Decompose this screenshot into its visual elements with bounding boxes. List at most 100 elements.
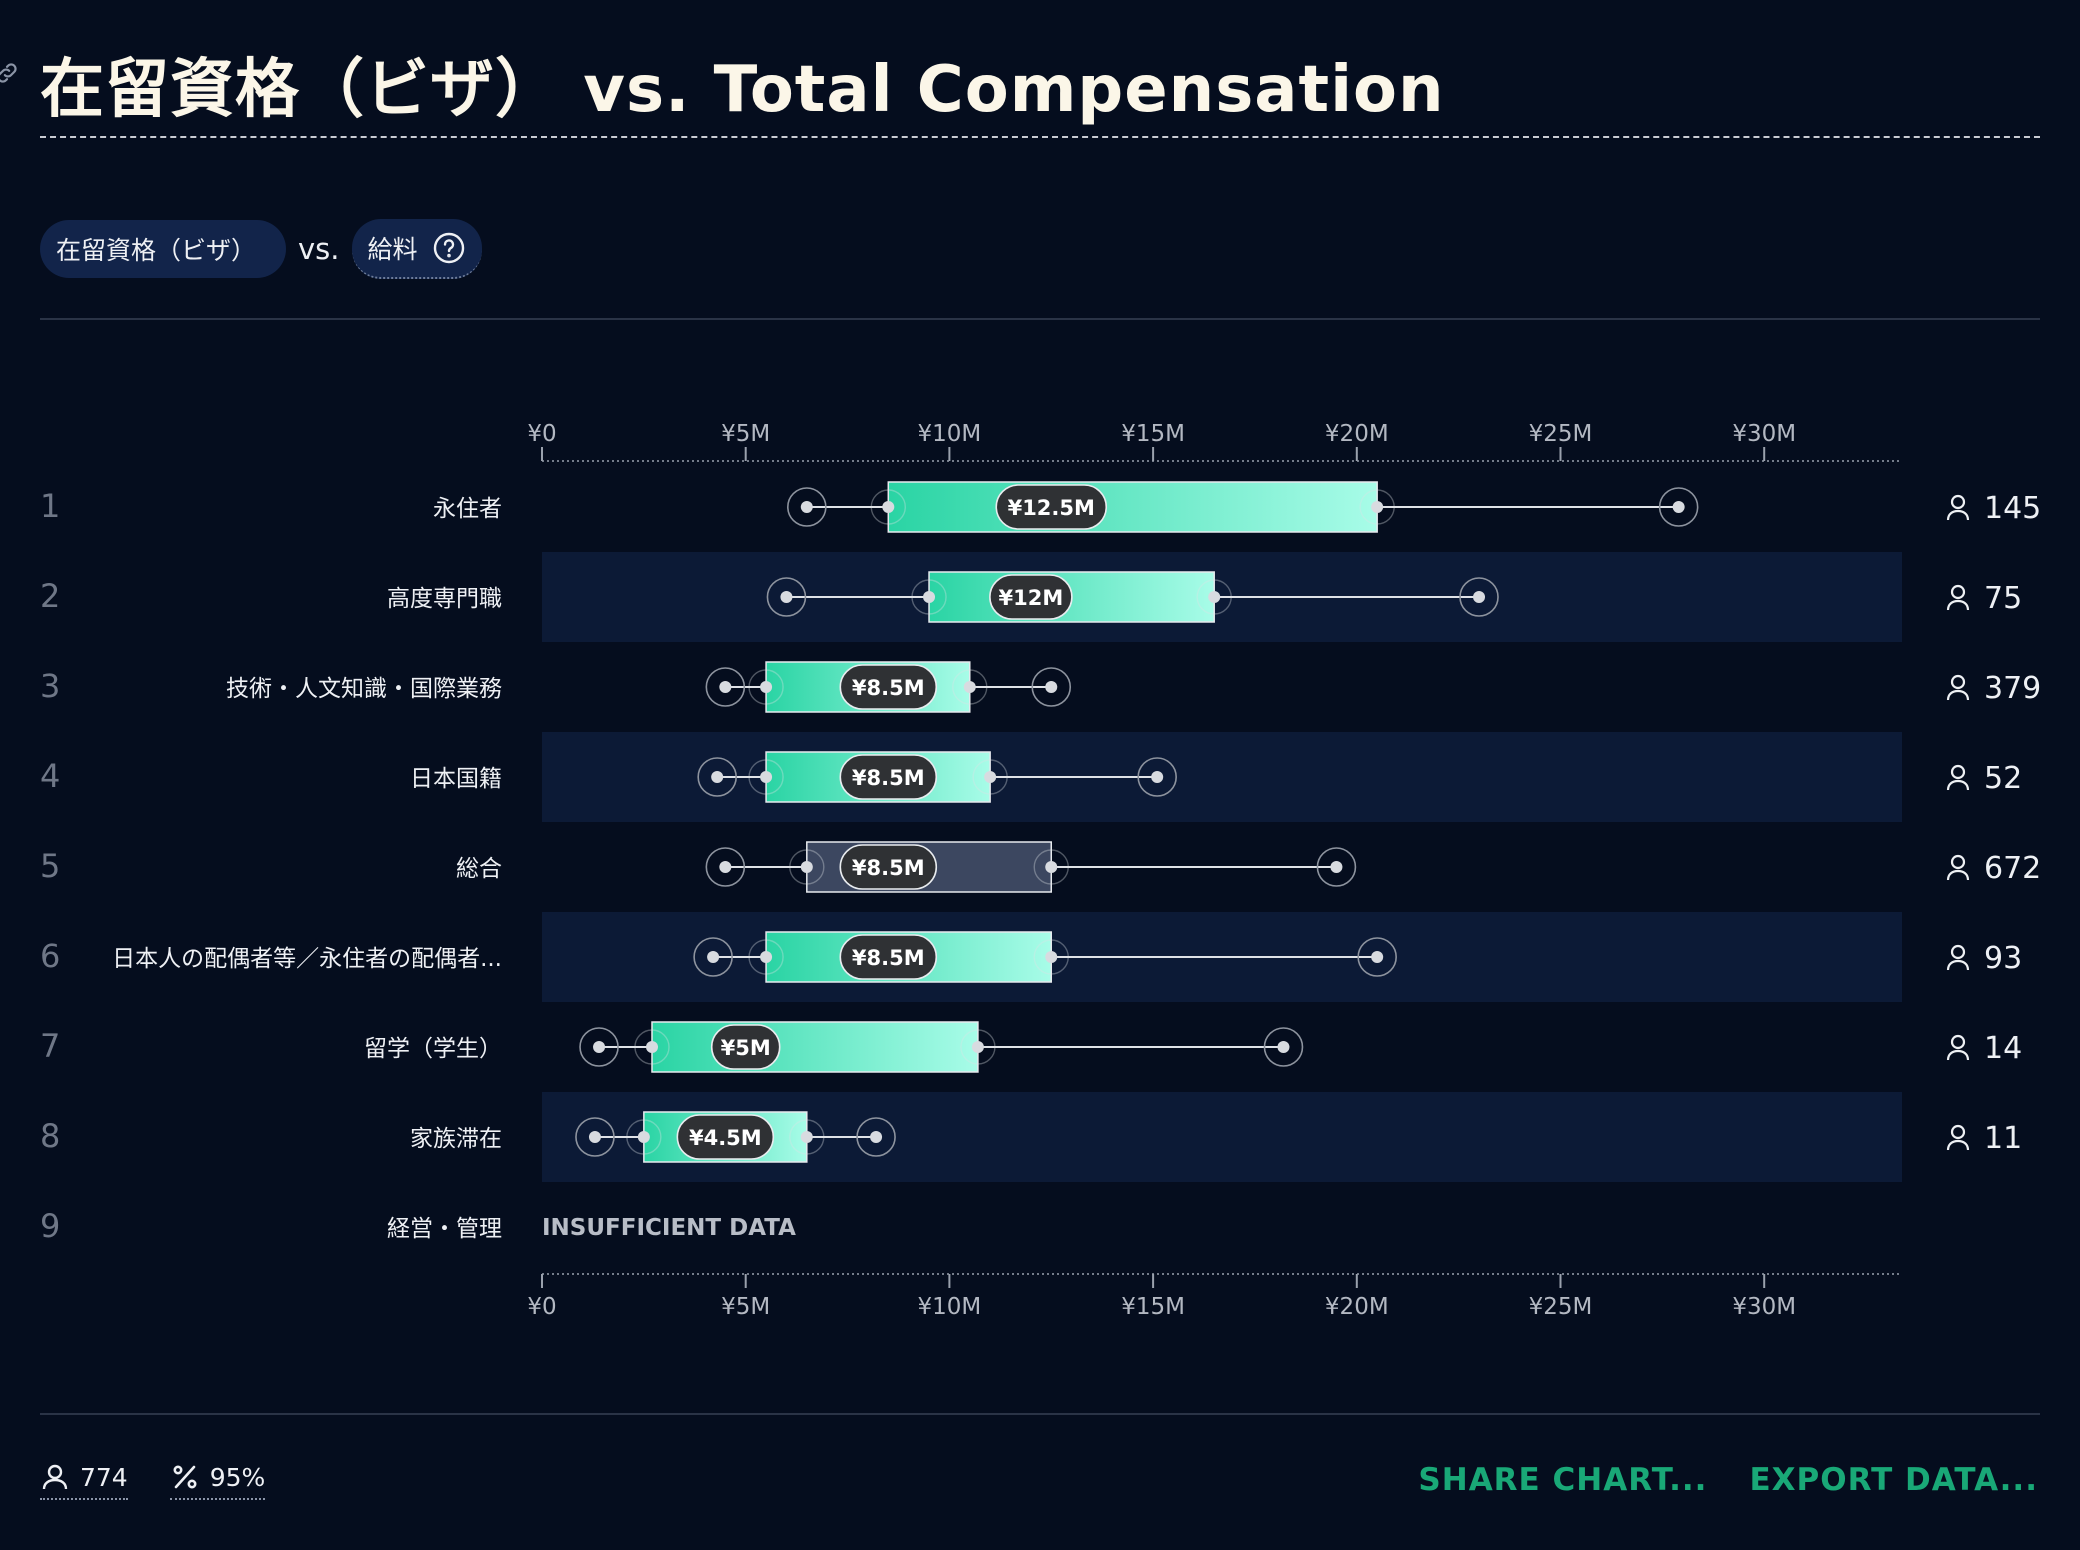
median-pill — [839, 664, 938, 710]
q1-ring — [634, 1029, 670, 1065]
row-rank: 6 — [40, 937, 60, 975]
min-dot — [593, 1041, 606, 1053]
max-dot — [1330, 861, 1343, 873]
min-ring — [787, 487, 827, 527]
max-dot — [1277, 1041, 1290, 1053]
median-label: ¥5M — [721, 1036, 771, 1060]
chart-row: 2 高度専門職 ¥12M 75 — [40, 571, 2022, 623]
row-count: 11 — [1984, 1121, 2022, 1156]
axis-tick-label: ¥5M — [721, 1294, 770, 1320]
axis-tick-label: ¥0 — [527, 421, 556, 447]
export-data-button[interactable]: EXPORT DATA... — [1749, 1462, 2038, 1498]
row-label: 経営・管理 — [387, 1216, 502, 1242]
axis-tick-label: ¥5M — [721, 421, 770, 447]
axis-tick-label: ¥20M — [1325, 1294, 1389, 1320]
person-icon-head — [1950, 494, 1966, 510]
q3-ring — [789, 1119, 825, 1155]
q1-dot — [760, 771, 773, 783]
chart-row: 5 総合 ¥8.5M 672 — [40, 841, 2041, 893]
q3-ring — [960, 1029, 996, 1065]
row-label: 高度専門職 — [387, 586, 502, 612]
q3-dot — [971, 1041, 984, 1053]
confidence-stat[interactable]: 95% — [169, 1462, 266, 1500]
axis-tick-label: ¥30M — [1732, 421, 1796, 447]
respondent-count-stat[interactable]: 774 — [40, 1462, 128, 1500]
footer-stats: 774 95% — [40, 1462, 266, 1500]
link-icon[interactable] — [0, 60, 20, 86]
q1-dot — [800, 861, 813, 873]
q3-dot — [800, 1131, 813, 1143]
person-icon-head — [1950, 1034, 1966, 1050]
median-label: ¥12.5M — [1008, 496, 1095, 520]
q1-dot — [645, 1041, 658, 1053]
row-rank: 3 — [40, 667, 60, 705]
max-ring — [1137, 757, 1177, 797]
median-pill — [995, 484, 1108, 530]
min-ring — [705, 847, 746, 887]
axis-tick-label: ¥10M — [918, 1294, 982, 1320]
median-pill — [839, 754, 938, 800]
chart-row: 4 日本国籍 ¥8.5M 52 — [40, 751, 2022, 803]
max-ring — [856, 1117, 896, 1157]
min-dot — [780, 591, 793, 603]
median-label: ¥8.5M — [852, 676, 925, 700]
q1-ring — [626, 1119, 662, 1155]
row-label: 日本人の配偶者等／永住者の配偶者... — [112, 946, 502, 972]
q3-dot — [1208, 591, 1221, 603]
chart-row: 1 永住者 ¥12.5M 145 — [40, 481, 2041, 533]
help-circle-icon[interactable] — [432, 231, 466, 265]
q1-dot — [637, 1131, 650, 1143]
row-label: 留学（学生） — [364, 1036, 502, 1062]
q1-dot — [923, 591, 936, 603]
max-dot — [1045, 681, 1058, 693]
chart-row: 6 日本人の配偶者等／永住者の配偶者... ¥8.5M 93 — [40, 931, 2022, 983]
median-pill — [710, 1024, 781, 1070]
max-ring — [1357, 937, 1397, 977]
visa-filter-chip[interactable]: 在留資格（ビザ） — [40, 220, 287, 278]
q3-dot — [963, 681, 976, 693]
q3-dot — [1045, 861, 1058, 873]
min-ring — [575, 1117, 615, 1157]
person-icon — [1946, 944, 1970, 971]
person-icon — [1946, 494, 1970, 521]
confidence-value: 95% — [209, 1462, 266, 1492]
min-dot — [588, 1131, 601, 1143]
person-icon-body — [1946, 959, 1970, 971]
median-label: ¥8.5M — [852, 766, 925, 790]
person-icon-body — [1946, 779, 1970, 791]
q1-ring — [748, 669, 784, 705]
section-divider-bottom — [40, 1413, 2040, 1415]
row-label: 永住者 — [433, 496, 502, 522]
row-count: 14 — [1984, 1031, 2022, 1066]
share-chart-button[interactable]: SHARE CHART... — [1418, 1462, 1708, 1498]
median-pill — [989, 574, 1073, 620]
person-icon-head — [1950, 764, 1966, 780]
vs-label: vs. — [298, 232, 340, 266]
iqr-box — [887, 481, 1378, 533]
person-icon — [1946, 1034, 1970, 1061]
axis-tick-label: ¥30M — [1732, 1294, 1796, 1320]
min-ring — [693, 937, 733, 977]
axis-tick-label: ¥0 — [527, 1294, 556, 1320]
person-icon-body — [1946, 869, 1970, 881]
chart-row: 7 留学（学生） ¥5M 14 — [40, 1021, 2022, 1073]
q3-ring — [1033, 849, 1069, 885]
box-plot-chart: ¥0 ¥5M ¥10M ¥15M ¥20M ¥25M ¥30M ¥0 ¥5M ¥10M ¥15M ¥2… — [40, 421, 2041, 1320]
max-dot — [870, 1131, 883, 1143]
person-icon-body — [1946, 689, 1970, 701]
person-icon-body — [1946, 509, 1970, 521]
x-axis-bottom: ¥0 ¥5M ¥10M ¥15M ¥20M ¥25M ¥30M — [527, 1273, 1902, 1320]
x-axis-top: ¥0 ¥5M ¥10M ¥15M ¥20M ¥25M ¥30M — [527, 421, 1902, 462]
max-ring — [1263, 1027, 1304, 1067]
max-ring — [1031, 667, 1072, 707]
salary-filter-chip[interactable]: 給料 — [351, 219, 482, 279]
median-pill — [839, 844, 938, 890]
median-label: ¥8.5M — [852, 856, 925, 880]
q1-ring — [870, 489, 906, 525]
q3-ring — [952, 669, 988, 705]
row-count: 75 — [1984, 581, 2022, 616]
min-dot — [711, 771, 724, 783]
max-ring — [1459, 577, 1499, 617]
min-dot — [719, 681, 732, 693]
row-count: 93 — [1984, 941, 2022, 976]
